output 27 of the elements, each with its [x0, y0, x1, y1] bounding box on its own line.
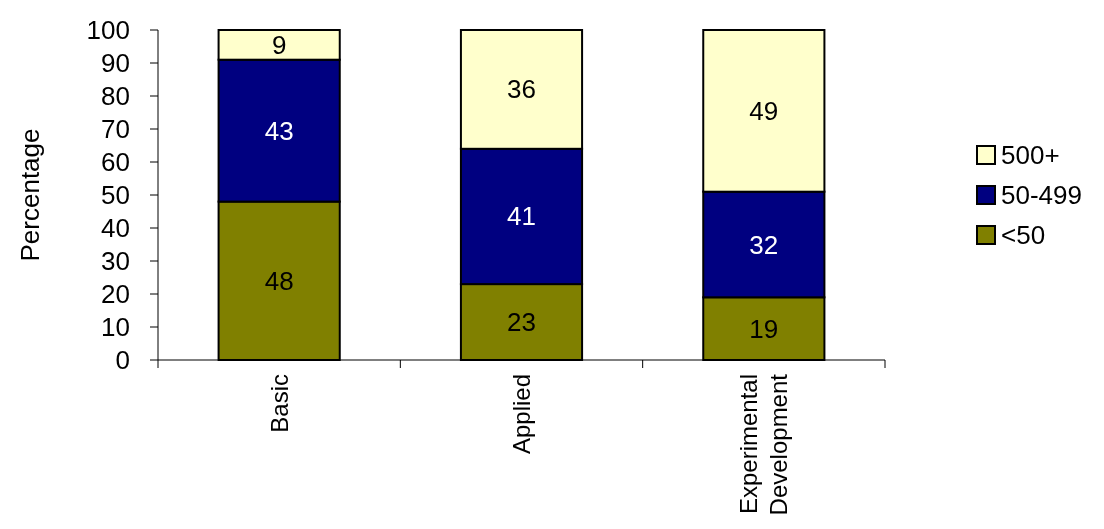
x-tick-label: Applied	[508, 374, 535, 455]
x-tick-label: Experimental Development	[735, 373, 793, 516]
y-tick-label: 0	[115, 345, 130, 375]
data-label: 23	[507, 307, 536, 338]
data-label: 49	[749, 95, 779, 126]
data-label: 19	[749, 313, 779, 344]
legend-label: 500+	[1001, 140, 1060, 170]
y-tick-label: 90	[101, 48, 130, 78]
legend-label: <50	[1001, 220, 1046, 250]
data-label: 32	[749, 229, 779, 260]
y-tick-label: 50	[101, 180, 130, 210]
y-tick-label: 40	[101, 213, 130, 243]
y-tick-label: 60	[101, 147, 130, 177]
y-tick-label: 100	[86, 15, 130, 45]
y-tick-label: 70	[101, 114, 130, 144]
data-label: 41	[507, 201, 536, 232]
y-axis-title: Percentage	[15, 128, 45, 262]
y-tick-label: 20	[101, 279, 130, 309]
data-label: 36	[507, 74, 536, 105]
legend-label: 50-499	[1001, 180, 1082, 210]
data-label: 9	[271, 29, 287, 60]
x-tick-label: Basic	[265, 374, 293, 433]
data-label: 48	[264, 265, 294, 296]
data-label: 43	[264, 115, 294, 146]
y-tick-label: 30	[101, 246, 130, 276]
y-tick-label: 80	[101, 81, 130, 111]
y-tick-label: 10	[101, 312, 130, 342]
